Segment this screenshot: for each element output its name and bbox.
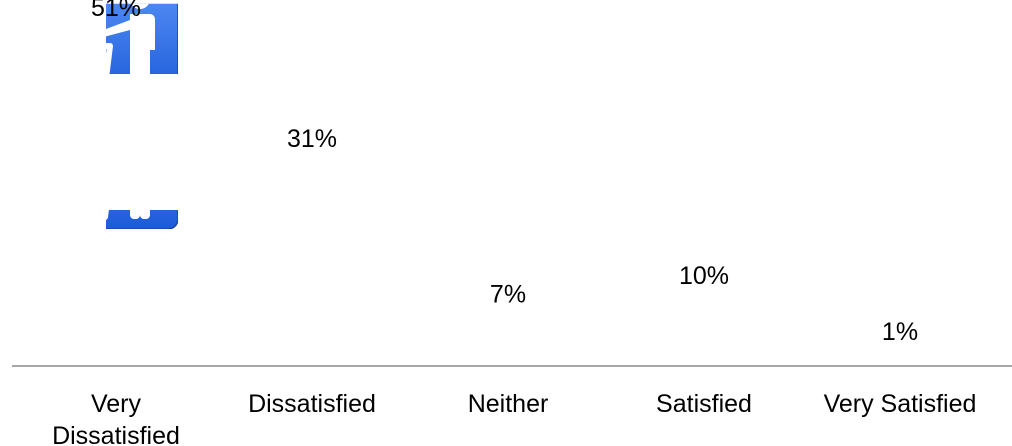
value-label: 51%	[91, 0, 141, 22]
category-label: Neither	[468, 390, 549, 418]
category-label: Very Satisfied	[824, 390, 977, 418]
labels-layer: 51% Very Dissatisfied 31% Dissatisfied 7% Neit…	[52, 0, 976, 446]
value-label: 7%	[490, 281, 526, 309]
bar-icon-very-dissatisfied-2	[54, 105, 178, 229]
category-label: Dissatisfied	[248, 390, 376, 418]
bar-icon-very-dissatisfied-1	[54, 236, 178, 360]
value-label: 10%	[679, 262, 729, 290]
bar-icon-dissatisfied-2	[250, 105, 374, 229]
value-label: 31%	[287, 125, 337, 153]
value-label: 1%	[882, 318, 918, 346]
bar-icon-dissatisfied-1	[250, 236, 374, 360]
bar-icon-satisfied-1	[642, 236, 766, 360]
category-label: Satisfied	[656, 390, 752, 418]
category-label: Very Dissatisfied	[52, 390, 180, 446]
